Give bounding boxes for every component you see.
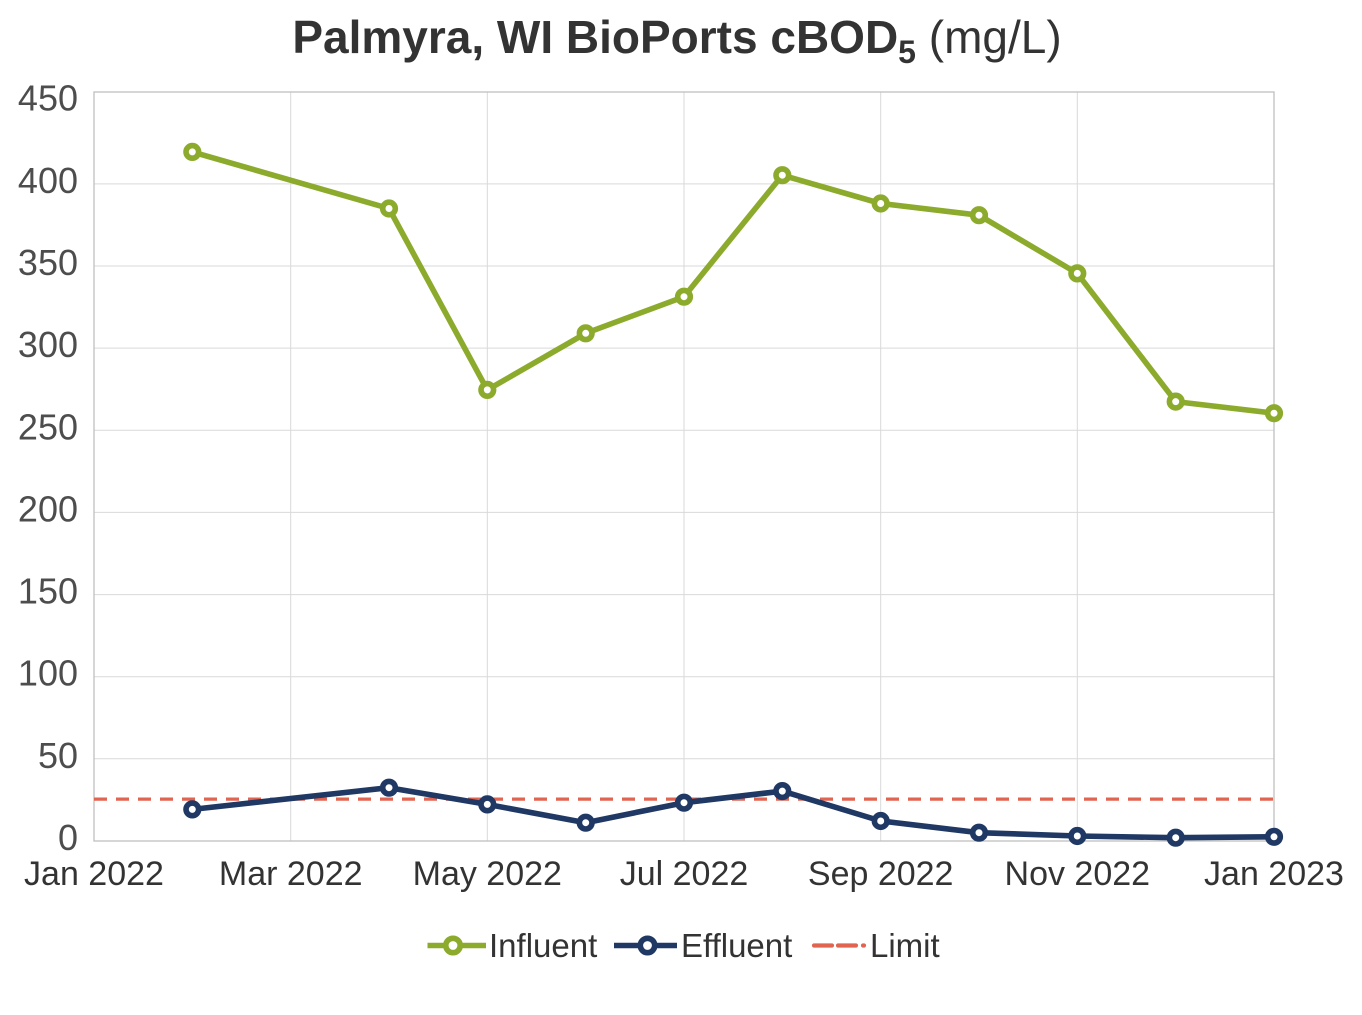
- svg-text:Effluent: Effluent: [681, 927, 792, 964]
- svg-text:150: 150: [18, 571, 78, 612]
- svg-text:May 2022: May 2022: [413, 855, 562, 893]
- svg-text:Influent: Influent: [489, 927, 597, 964]
- svg-text:Sep 2022: Sep 2022: [808, 855, 954, 893]
- svg-text:50: 50: [38, 735, 78, 776]
- svg-text:100: 100: [18, 653, 78, 694]
- svg-text:Jan 2023: Jan 2023: [1204, 855, 1344, 893]
- svg-text:300: 300: [18, 324, 78, 365]
- svg-text:250: 250: [18, 406, 78, 447]
- svg-text:400: 400: [18, 160, 78, 201]
- svg-text:350: 350: [18, 242, 78, 283]
- svg-text:Mar 2022: Mar 2022: [219, 855, 363, 893]
- svg-text:Jan 2022: Jan 2022: [24, 855, 164, 893]
- svg-text:Jul 2022: Jul 2022: [620, 855, 749, 893]
- svg-text:0: 0: [58, 817, 78, 858]
- svg-text:Limit: Limit: [870, 927, 940, 964]
- svg-text:200: 200: [18, 488, 78, 529]
- svg-text:450: 450: [18, 78, 78, 119]
- svg-text:Palmyra, WI BioPorts cBOD5 (mg: Palmyra, WI BioPorts cBOD5 (mg/L): [292, 11, 1061, 70]
- svg-text:Nov 2022: Nov 2022: [1005, 855, 1151, 893]
